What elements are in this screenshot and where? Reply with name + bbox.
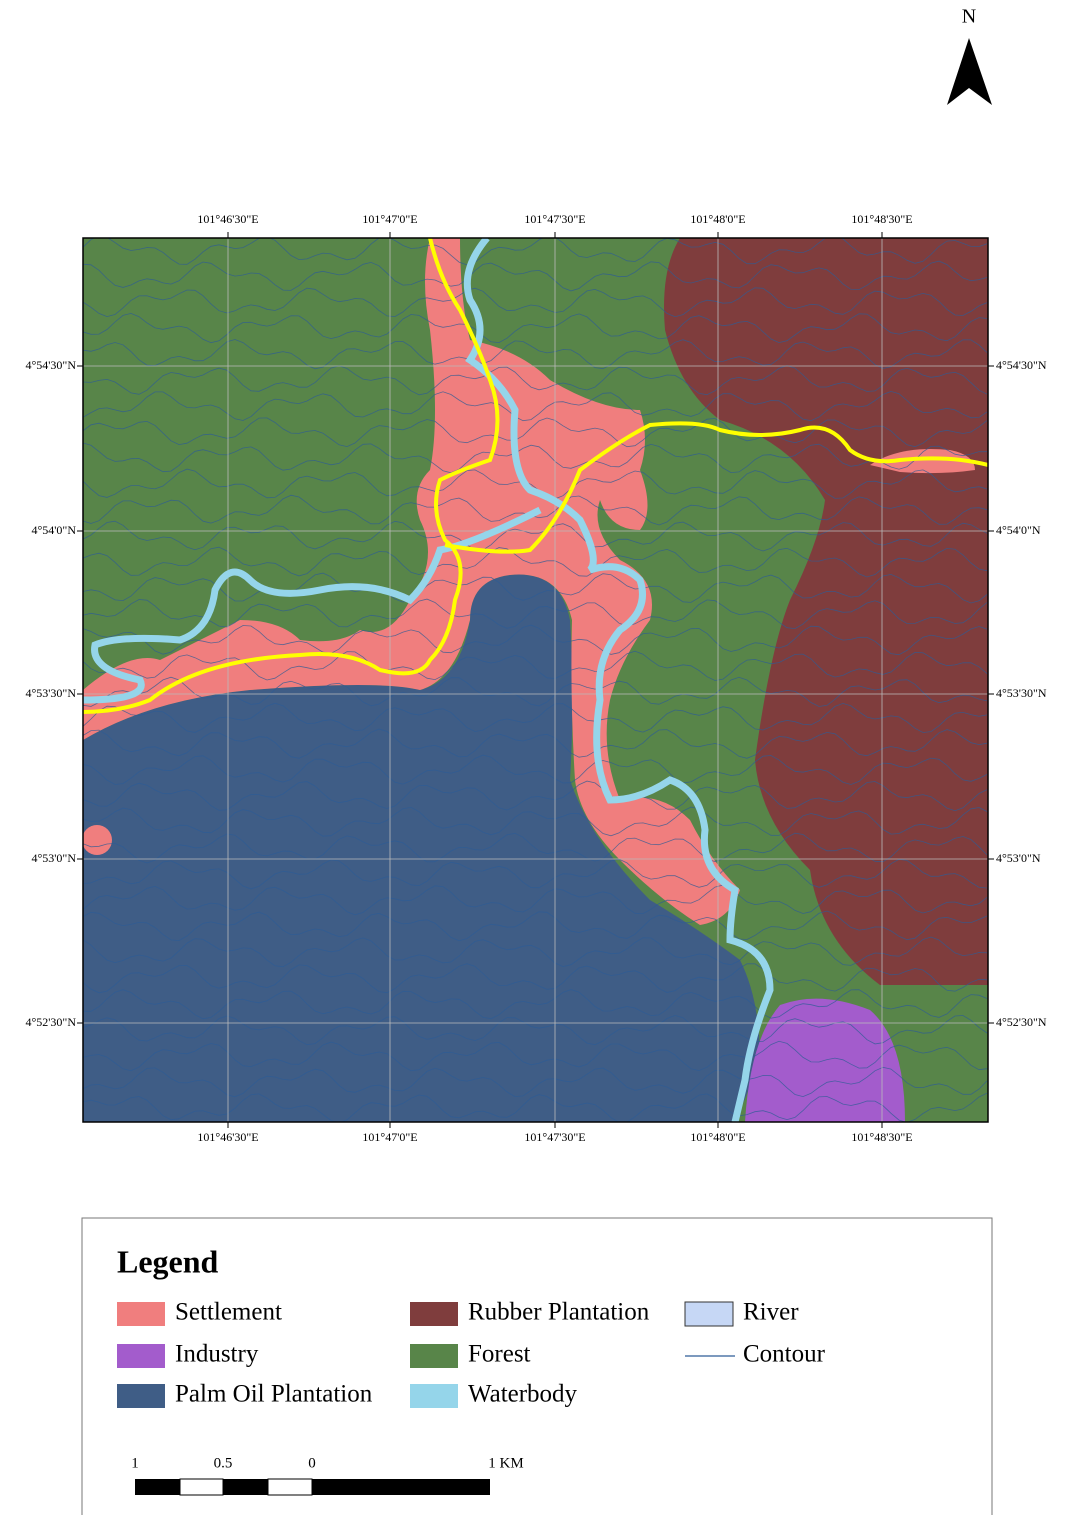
- legend-label: Waterbody: [468, 1381, 578, 1408]
- legend-label: Settlement: [175, 1299, 282, 1326]
- legend-label: Contour: [743, 1341, 826, 1368]
- left-label: 4°54'0"N: [31, 523, 76, 537]
- legend-label: Rubber Plantation: [468, 1299, 650, 1326]
- left-label: 4°53'0"N: [31, 851, 76, 865]
- top-label: 101°48'30"E: [851, 212, 912, 226]
- map-page: N Legend Settlement Industry Palm Oil Plan…: [0, 0, 1070, 1515]
- left-label: 4°52'30"N: [25, 1015, 76, 1029]
- left-label: 4°54'30"N: [25, 358, 76, 372]
- top-label: 101°47'30"E: [524, 212, 585, 226]
- legend-swatch: [410, 1302, 458, 1326]
- bottom-label: 101°46'30"E: [197, 1130, 258, 1144]
- scale-label: 1: [131, 1455, 139, 1471]
- left-label: 4°53'30"N: [25, 686, 76, 700]
- right-label: 4°54'0"N: [996, 523, 1041, 537]
- north-arrow: [947, 38, 992, 105]
- bottom-label: 101°48'0"E: [690, 1130, 745, 1144]
- scale-segment: [312, 1479, 490, 1495]
- legend-swatch: [685, 1302, 733, 1326]
- scale-label: 0.5: [214, 1455, 233, 1471]
- bottom-label: 101°47'0"E: [362, 1130, 417, 1144]
- legend-swatch: [117, 1302, 165, 1326]
- scale-bar: [135, 1479, 490, 1495]
- legend-swatch: [410, 1344, 458, 1368]
- right-label: 4°52'30"N: [996, 1015, 1047, 1029]
- top-label: 101°47'0"E: [362, 212, 417, 226]
- settlement-area: [82, 825, 112, 855]
- scale-segment: [180, 1479, 223, 1495]
- legend-label: Forest: [468, 1341, 531, 1368]
- legend-title: Legend: [117, 1243, 219, 1279]
- scale-label: 1 KM: [488, 1455, 523, 1471]
- map-body: [82, 235, 988, 1123]
- north-label: N: [962, 6, 976, 28]
- legend-label: Palm Oil Plantation: [175, 1381, 373, 1408]
- legend-label: River: [743, 1299, 799, 1326]
- bottom-label: 101°48'30"E: [851, 1130, 912, 1144]
- legend-label: Industry: [175, 1341, 259, 1368]
- right-label: 4°53'0"N: [996, 851, 1041, 865]
- legend-swatch: [117, 1384, 165, 1408]
- bottom-label: 101°47'30"E: [524, 1130, 585, 1144]
- right-label: 4°54'30"N: [996, 358, 1047, 372]
- top-label: 101°46'30"E: [197, 212, 258, 226]
- legend-swatch: [410, 1384, 458, 1408]
- scale-label: 0: [308, 1455, 316, 1471]
- scale-segment: [135, 1479, 180, 1495]
- scale-segment: [268, 1479, 312, 1495]
- scale-segment: [223, 1479, 268, 1495]
- top-label: 101°48'0"E: [690, 212, 745, 226]
- legend-swatch: [117, 1344, 165, 1368]
- right-label: 4°53'30"N: [996, 686, 1047, 700]
